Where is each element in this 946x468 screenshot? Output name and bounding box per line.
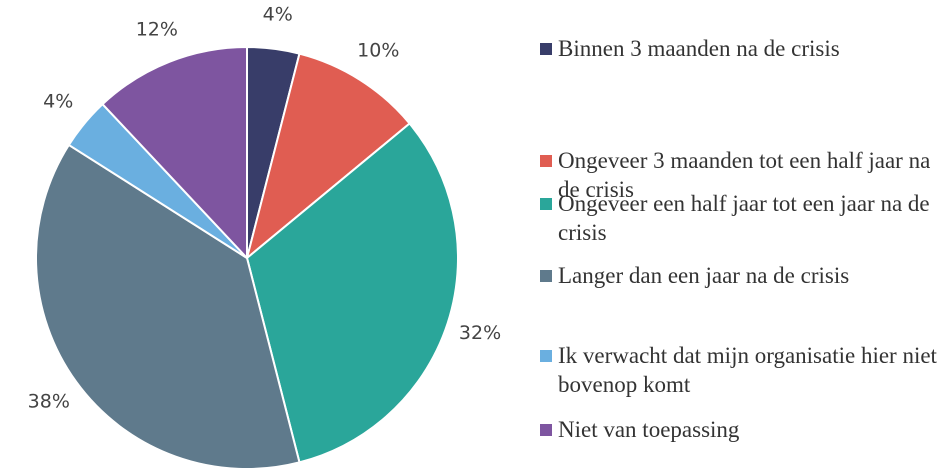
slice-label: 4%	[43, 90, 73, 112]
legend-label: Binnen 3 maanden na de crisis	[558, 36, 840, 61]
legend-item: Niet van toepassing	[540, 415, 945, 444]
pie-slice	[245, 122, 459, 464]
legend-label: Langer dan een jaar na de crisis	[558, 263, 850, 288]
legend-item: Langer dan een jaar na de crisis	[540, 261, 945, 290]
legend-swatch	[540, 350, 552, 362]
legend-swatch	[540, 155, 552, 167]
slice-label: 10%	[357, 40, 399, 62]
legend-swatch	[540, 43, 552, 55]
legend-swatch	[540, 198, 552, 210]
legend-item: Ongeveer een half jaar tot een jaar na d…	[540, 189, 945, 247]
slice-label: 12%	[136, 19, 178, 41]
legend-label: Ik verwacht dat mijn organisatie hier ni…	[558, 343, 937, 397]
pie-slice	[245, 52, 411, 261]
slice-label: 38%	[28, 391, 70, 413]
legend-label: Niet van toepassing	[558, 417, 740, 442]
pie-slice	[101, 45, 248, 261]
slice-label: 32%	[459, 322, 501, 344]
legend-item: Ik verwacht dat mijn organisatie hier ni…	[540, 341, 945, 399]
legend-swatch	[540, 424, 552, 436]
legend-label: Ongeveer 3 maanden tot een half jaar na …	[558, 148, 931, 202]
legend-label: Ongeveer een half jaar tot een jaar na d…	[558, 191, 930, 245]
legend-swatch	[540, 270, 552, 282]
pie-slice	[35, 143, 301, 468]
legend-item: Binnen 3 maanden na de crisis	[540, 34, 945, 63]
slice-label: 4%	[263, 3, 293, 25]
legend-item: Ongeveer 3 maanden tot een half jaar na …	[540, 146, 945, 204]
